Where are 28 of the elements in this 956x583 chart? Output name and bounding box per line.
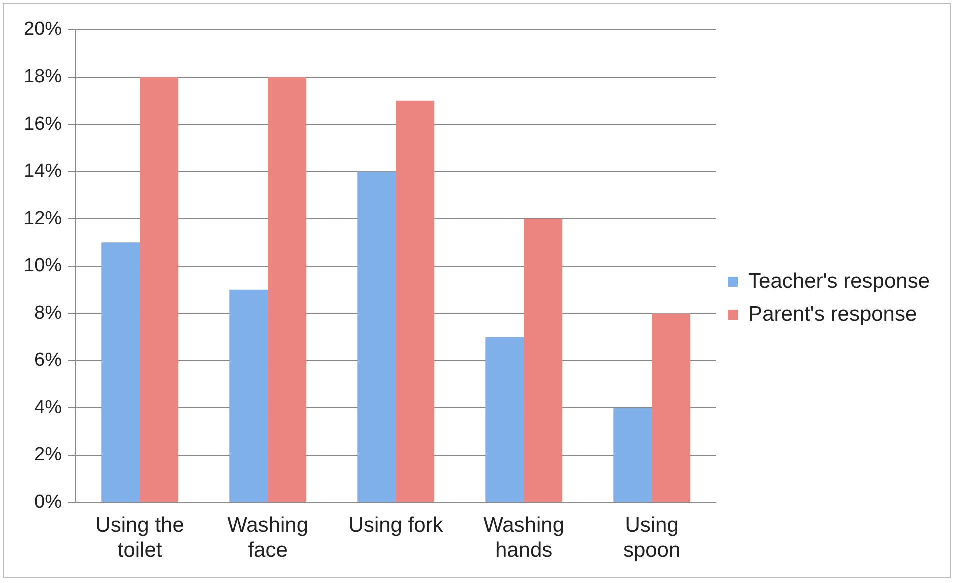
bar — [652, 314, 690, 502]
y-tick-label: 12% — [24, 208, 62, 230]
y-tick-label: 2% — [34, 444, 62, 466]
bar — [524, 219, 562, 502]
legend-label: Parent's response — [748, 302, 918, 326]
legend-label: Teacher's response — [748, 270, 930, 293]
y-tick-label: 0% — [34, 492, 62, 513]
y-tick-label: 4% — [34, 397, 62, 418]
bar — [358, 172, 396, 502]
x-tick-label: Using fork — [348, 514, 444, 537]
bar — [614, 408, 652, 502]
bar — [140, 77, 178, 502]
bar — [268, 77, 306, 502]
y-tick-label: 20% — [24, 19, 62, 40]
x-tick-label: Using spoon — [623, 514, 681, 562]
x-tick-label: Using the toilet — [96, 514, 184, 562]
y-tick-label: 14% — [24, 161, 62, 182]
y-tick-label: 6% — [34, 350, 62, 372]
x-tick-label: Washing face — [228, 514, 309, 562]
x-tick-label: Washing hands — [484, 514, 565, 562]
bar — [486, 337, 524, 502]
y-tick-label: 16% — [24, 114, 62, 135]
y-tick-label: 8% — [34, 302, 62, 324]
y-tick-label: 10% — [24, 256, 62, 277]
bar — [102, 242, 140, 502]
bar — [396, 100, 434, 502]
y-tick-label: 18% — [24, 66, 62, 88]
bar — [230, 290, 268, 502]
